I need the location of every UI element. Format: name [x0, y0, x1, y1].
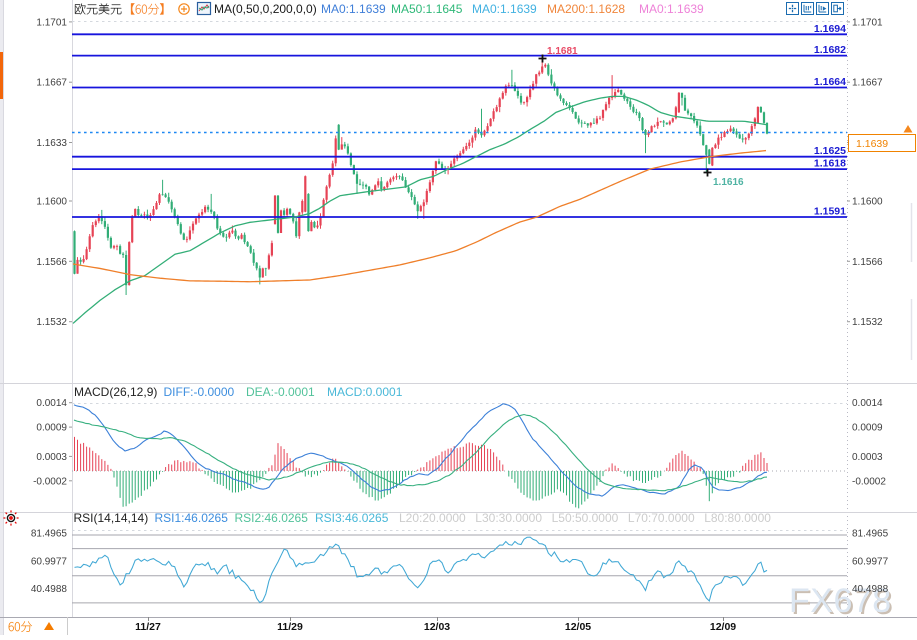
svg-text:1.1566: 1.1566: [852, 257, 883, 268]
svg-text:1.1566: 1.1566: [36, 257, 67, 268]
svg-text:MA200:1.1628: MA200:1.1628: [547, 2, 625, 16]
svg-text:RSI(14,14,14): RSI(14,14,14): [74, 511, 149, 525]
svg-text:MACD(26,12,9): MACD(26,12,9): [74, 385, 157, 399]
svg-text:0.0014: 0.0014: [852, 398, 883, 409]
svg-text:1.1625: 1.1625: [814, 145, 846, 157]
svg-text:40.4988: 40.4988: [852, 584, 889, 595]
svg-text:11/29: 11/29: [277, 621, 303, 633]
svg-text:L30:30.0000: L30:30.0000: [475, 511, 542, 525]
svg-text:12/09: 12/09: [710, 621, 736, 633]
svg-text:1.1664: 1.1664: [814, 76, 846, 88]
svg-text:60.9977: 60.9977: [31, 556, 68, 567]
svg-text:81.4965: 81.4965: [852, 528, 889, 539]
svg-text:RSI1:46.0265: RSI1:46.0265: [155, 511, 229, 525]
svg-text:0.0009: 0.0009: [36, 423, 67, 434]
svg-text:-0.0002: -0.0002: [33, 476, 67, 487]
svg-text:1.1681: 1.1681: [547, 46, 578, 57]
svg-text:1.1667: 1.1667: [852, 78, 883, 89]
svg-text:MA50:1.1645: MA50:1.1645: [391, 2, 463, 16]
svg-text:12/05: 12/05: [565, 621, 591, 633]
svg-text:L20:20.0000: L20:20.0000: [399, 511, 466, 525]
svg-text:MA0:1.1639: MA0:1.1639: [321, 2, 386, 16]
svg-text:1.1701: 1.1701: [36, 17, 67, 28]
svg-text:1.1633: 1.1633: [36, 138, 67, 149]
svg-text:40.4988: 40.4988: [31, 584, 68, 595]
svg-text:0.0009: 0.0009: [852, 423, 883, 434]
svg-text:1.1701: 1.1701: [852, 17, 883, 28]
svg-text:RSI2:46.0265: RSI2:46.0265: [235, 511, 309, 525]
svg-text:L50:50.0000: L50:50.0000: [552, 511, 619, 525]
svg-text:RSI3:46.0265: RSI3:46.0265: [315, 511, 389, 525]
svg-text:12/03: 12/03: [424, 621, 450, 633]
svg-text:DIFF:-0.0000: DIFF:-0.0000: [164, 385, 235, 399]
svg-text:0.0014: 0.0014: [36, 398, 67, 409]
svg-text:L70:70.0000: L70:70.0000: [628, 511, 695, 525]
svg-text:1.1600: 1.1600: [852, 197, 883, 208]
svg-text:L80:80.0000: L80:80.0000: [704, 511, 771, 525]
svg-text:1.1682: 1.1682: [814, 44, 846, 56]
svg-text:81.4965: 81.4965: [31, 528, 68, 539]
svg-text:1.1639: 1.1639: [856, 138, 888, 150]
svg-text:1.1532: 1.1532: [36, 317, 67, 328]
svg-text:MA(0,50,0,200,0,0): MA(0,50,0,200,0,0): [214, 2, 317, 16]
svg-text:0.0003: 0.0003: [36, 452, 67, 463]
svg-text:1.1618: 1.1618: [814, 158, 846, 170]
svg-text:-0.0002: -0.0002: [852, 476, 886, 487]
svg-text:1.1616: 1.1616: [713, 177, 744, 188]
svg-text:MA0:1.1639: MA0:1.1639: [472, 2, 537, 16]
svg-text:DEA:-0.0001: DEA:-0.0001: [246, 385, 315, 399]
svg-text:MACD:0.0001: MACD:0.0001: [327, 385, 403, 399]
svg-text:11/27: 11/27: [135, 621, 161, 633]
svg-text:60.9977: 60.9977: [852, 556, 889, 567]
svg-text:0.0003: 0.0003: [852, 452, 883, 463]
svg-text:MA0:1.1639: MA0:1.1639: [639, 2, 704, 16]
svg-text:1.1694: 1.1694: [814, 23, 846, 35]
svg-text:1.1600: 1.1600: [36, 197, 67, 208]
svg-text:1.1532: 1.1532: [852, 317, 883, 328]
svg-text:1.1591: 1.1591: [814, 206, 846, 218]
svg-text:FX678: FX678: [789, 582, 892, 620]
svg-text:1.1667: 1.1667: [36, 78, 67, 89]
